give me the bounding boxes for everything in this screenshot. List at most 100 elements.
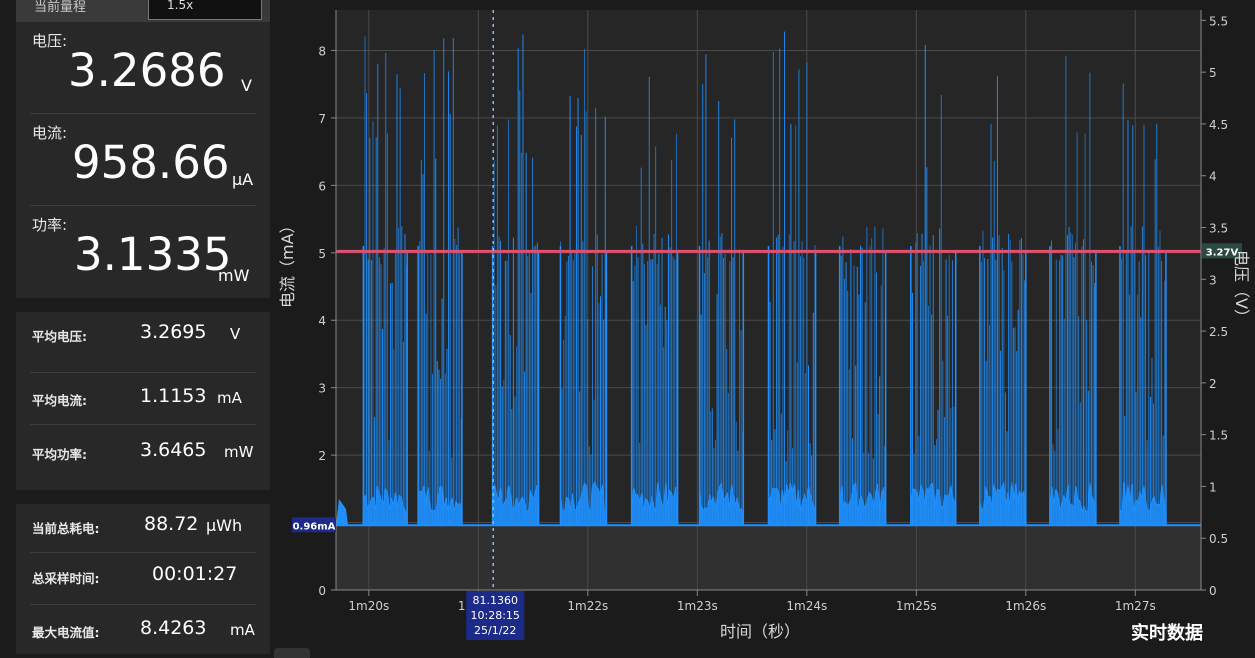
x-tick-label: 1m27s bbox=[1115, 599, 1156, 613]
range-select[interactable]: 1.5x bbox=[148, 0, 262, 20]
voltage-unit: V bbox=[241, 76, 252, 95]
voltage-marker-label: 3.27V bbox=[1206, 247, 1239, 258]
energy-unit: μWh bbox=[206, 516, 243, 535]
cursor-date: 25/1/22 bbox=[474, 624, 516, 637]
y2-tick-label: 0 bbox=[1209, 584, 1217, 598]
avg-voltage-value: 3.2695 bbox=[140, 321, 207, 343]
measurement-panel: 当前量程 1.5x 电压: 3.2686 V 电流: 958.66 μA 功率:… bbox=[0, 0, 272, 658]
avg-voltage-unit: V bbox=[230, 325, 241, 343]
current-hump bbox=[336, 498, 348, 526]
voltage-label: 电压: bbox=[32, 32, 68, 50]
avg-voltage-label: 平均电压: bbox=[32, 329, 87, 344]
x-axis-title: 时间（秒） bbox=[720, 622, 801, 641]
axis-labels: 0123456781m20s1m21s1m22s1m23s1m24s1m25s1… bbox=[318, 14, 1228, 613]
realtime-mode-label[interactable]: 实时数据 bbox=[1131, 623, 1203, 644]
current-burst bbox=[838, 226, 887, 526]
current-burst bbox=[559, 49, 608, 526]
cursor-time: 10:28:15 bbox=[471, 609, 520, 622]
duration-row: 总采样时间: 00:01:27 bbox=[16, 556, 270, 596]
y2-tick-label: 4.5 bbox=[1209, 118, 1228, 132]
max-current-value: 8.4263 bbox=[140, 617, 207, 639]
avg-voltage-row: 平均电压: 3.2695 V bbox=[16, 314, 270, 354]
divider bbox=[30, 113, 256, 114]
current-burst bbox=[362, 36, 408, 526]
max-current-unit: mA bbox=[230, 621, 255, 639]
cursor-tag bbox=[466, 591, 525, 640]
max-current-label: 最大电流值: bbox=[32, 625, 100, 640]
current-unit: μA bbox=[232, 170, 254, 189]
voltage-value: 3.2686 bbox=[68, 44, 226, 97]
max-current-row: 最大电流值: 8.4263 mA bbox=[16, 610, 270, 650]
below-baseline-region bbox=[336, 525, 1201, 590]
live-values-panel: 电压: 3.2686 V 电流: 958.66 μA 功率: 3.1335 mW bbox=[16, 22, 270, 298]
x-tick-label: 1m26s bbox=[1005, 599, 1046, 613]
y-tick-label: 6 bbox=[318, 179, 326, 193]
x-tick-label: 1m20s bbox=[348, 599, 389, 613]
voltage-readout: 电压: 3.2686 V bbox=[16, 22, 270, 118]
current-value: 958.66 bbox=[72, 136, 230, 189]
y-tick-label: 4 bbox=[318, 314, 326, 328]
avg-current-value: 1.1153 bbox=[140, 385, 207, 407]
current-readout: 电流: 958.66 μA bbox=[16, 114, 270, 210]
power-readout: 功率: 3.1335 mW bbox=[16, 206, 270, 302]
y2-tick-label: 1.5 bbox=[1209, 429, 1228, 443]
power-unit: mW bbox=[218, 266, 250, 285]
energy-value: 88.72 bbox=[144, 513, 199, 535]
current-burst bbox=[491, 34, 540, 526]
x-tick-label: 1m25s bbox=[896, 599, 937, 613]
axes bbox=[331, 10, 1206, 596]
stats-panel: 当前总耗电: 88.72 μWh 总采样时间: 00:01:27 最大电流值: … bbox=[16, 504, 270, 654]
avg-power-value: 3.6465 bbox=[140, 439, 207, 461]
power-label: 功率: bbox=[32, 216, 68, 234]
energy-label: 当前总耗电: bbox=[32, 521, 100, 536]
y-tick-label: 3 bbox=[318, 382, 326, 396]
baseline-marker-tag bbox=[292, 517, 336, 533]
y-tick-label: 7 bbox=[318, 112, 326, 126]
divider bbox=[30, 424, 256, 425]
y2-tick-label: 2.5 bbox=[1209, 325, 1228, 339]
avg-current-row: 平均电流: 1.1153 mA bbox=[16, 378, 270, 418]
y-tick-label: 8 bbox=[318, 44, 326, 58]
energy-row: 当前总耗电: 88.72 μWh bbox=[16, 506, 270, 546]
y2-tick-label: 4 bbox=[1209, 170, 1217, 184]
current-burst bbox=[979, 75, 1027, 526]
x-tick-label: 1m24s bbox=[786, 599, 827, 613]
divider bbox=[30, 552, 256, 553]
y-tick-label: 2 bbox=[318, 449, 326, 463]
duration-label: 总采样时间: bbox=[32, 571, 100, 586]
current-burst bbox=[767, 31, 817, 526]
range-header: 当前量程 1.5x bbox=[16, 0, 270, 22]
current-burst bbox=[698, 54, 745, 526]
divider bbox=[30, 372, 256, 373]
y-axis-title: 电流（mA） bbox=[278, 217, 297, 308]
range-value: 1.5x bbox=[167, 0, 194, 12]
y2-tick-label: 3.5 bbox=[1209, 222, 1228, 236]
x-tick-label: 1m22s bbox=[567, 599, 608, 613]
y2-tick-label: 2 bbox=[1209, 377, 1217, 391]
y-tick-label: 5 bbox=[318, 247, 326, 261]
current-burst bbox=[1049, 55, 1097, 526]
range-label: 当前量程 bbox=[34, 0, 87, 15]
duration-value: 00:01:27 bbox=[152, 563, 238, 585]
current-burst bbox=[417, 38, 463, 526]
avg-power-label: 平均功率: bbox=[32, 447, 87, 462]
y2-tick-label: 3 bbox=[1209, 273, 1217, 287]
baseline-marker-label: 0.96mA bbox=[293, 521, 336, 532]
averages-panel: 平均电压: 3.2695 V 平均电流: 1.1153 mA 平均功率: 3.6… bbox=[16, 312, 270, 490]
y-tick-label: 0 bbox=[318, 584, 326, 598]
y2-tick-label: 0.5 bbox=[1209, 532, 1228, 546]
current-label: 电流: bbox=[32, 124, 68, 142]
voltage-marker-tag bbox=[1202, 243, 1242, 259]
x-tick-label: 1m23s bbox=[677, 599, 718, 613]
avg-power-unit: mW bbox=[224, 443, 254, 461]
avg-power-row: 平均功率: 3.6465 mW bbox=[16, 432, 270, 472]
markers: 81.1360 10:28:15 25/1/22 0.96mA 3.27V bbox=[292, 10, 1242, 640]
y2-tick-label: 5.5 bbox=[1209, 14, 1228, 28]
avg-current-label: 平均电流: bbox=[32, 393, 87, 408]
panel-toggle-tab[interactable] bbox=[274, 648, 310, 658]
power-value: 3.1335 bbox=[74, 228, 232, 281]
current-burst bbox=[630, 76, 679, 526]
y2-tick-label: 1 bbox=[1209, 480, 1217, 494]
current-burst bbox=[1119, 83, 1167, 526]
